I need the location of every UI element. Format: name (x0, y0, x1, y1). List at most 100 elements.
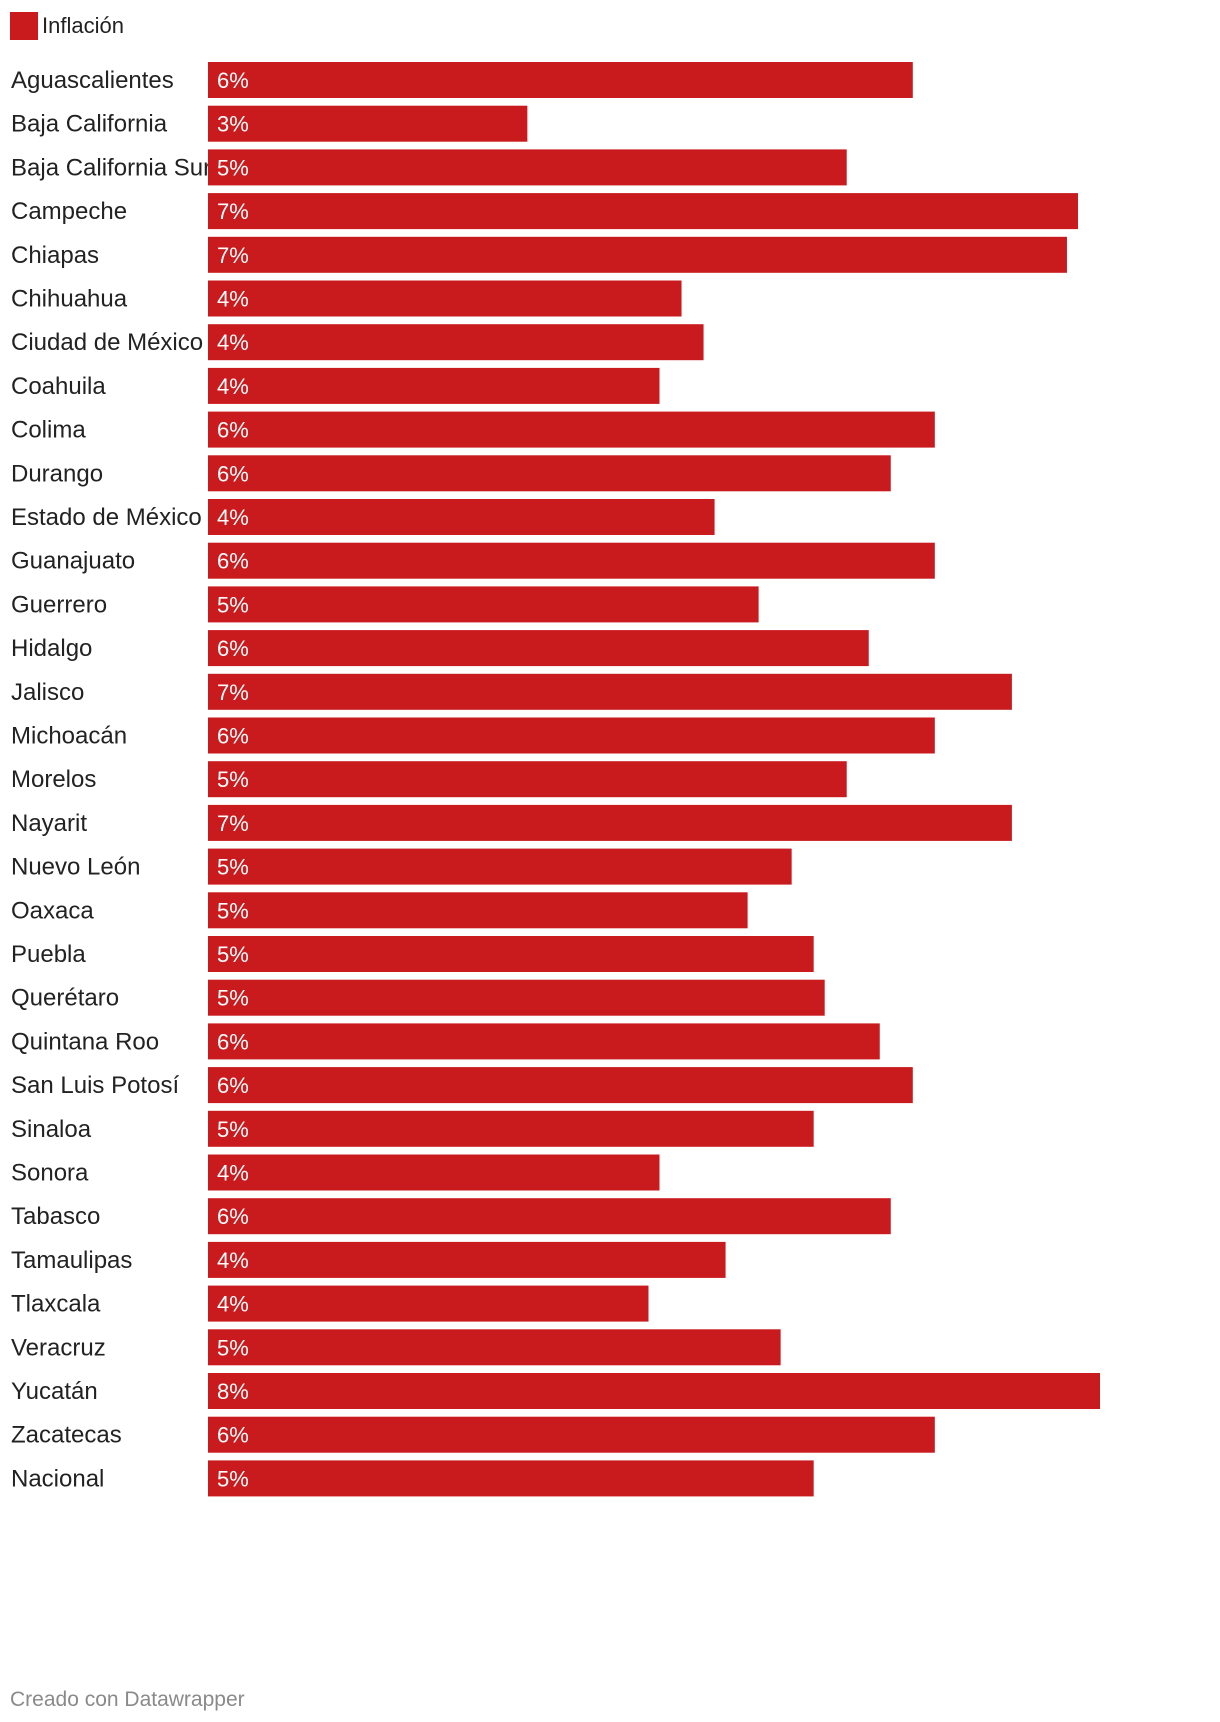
bar (208, 411, 935, 448)
value-label: 6% (217, 549, 249, 574)
bar-row: Aguascalientes 6% (11, 62, 913, 98)
value-label: 6% (217, 418, 249, 443)
value-label: 7% (217, 811, 249, 836)
category-label: Coahuila (11, 373, 106, 400)
bar (208, 1285, 649, 1322)
bar-row: Puebla 5% (11, 936, 814, 972)
category-label: Sinaloa (11, 1116, 92, 1143)
legend-label: Inflación (42, 13, 124, 38)
bar-row: Durango 6% (11, 455, 891, 492)
bar (208, 848, 792, 885)
category-label: Sonora (11, 1160, 89, 1187)
bar (208, 236, 1067, 273)
value-label: 5% (217, 898, 249, 923)
category-label: Veracruz (11, 1334, 106, 1361)
bar (208, 1067, 913, 1104)
category-label: Oaxaca (11, 897, 94, 924)
category-label: Nacional (11, 1465, 104, 1492)
bar-row: Nayarit 7% (11, 804, 1012, 841)
bar-row: Campeche 7% (11, 193, 1078, 230)
category-label: Tabasco (11, 1203, 100, 1230)
bar (208, 1023, 880, 1060)
footer-credit: Creado con Datawrapper (10, 1688, 245, 1711)
category-label: Aguascalientes (11, 67, 174, 94)
value-label: 6% (217, 1204, 249, 1229)
bar-row: Veracruz 5% (11, 1329, 781, 1366)
category-label: Quintana Roo (11, 1028, 159, 1055)
bar (208, 1329, 781, 1366)
bar-row: Tamaulipas 4% (11, 1241, 726, 1278)
category-label: Campeche (11, 198, 127, 225)
bar (208, 542, 935, 579)
value-label: 6% (217, 68, 249, 93)
category-label: Nuevo León (11, 854, 140, 881)
bar (208, 324, 704, 361)
bar-row: Guerrero 5% (11, 586, 759, 623)
value-label: 5% (217, 767, 249, 792)
value-label: 7% (217, 243, 249, 268)
bar-row: Guanajuato 6% (11, 542, 935, 579)
value-label: 4% (217, 1248, 249, 1273)
bar (208, 717, 935, 754)
bar-row: Quintana Roo 6% (11, 1023, 880, 1060)
category-label: Tlaxcala (11, 1291, 101, 1318)
category-label: Colima (11, 417, 86, 444)
value-label: 5% (217, 986, 249, 1011)
value-label: 4% (217, 374, 249, 399)
value-label: 4% (217, 287, 249, 312)
category-label: Baja California (11, 111, 168, 138)
bar-row: Chihuahua 4% (11, 280, 682, 317)
bar-row: Sonora 4% (11, 1154, 660, 1191)
bar (208, 149, 847, 186)
category-label: San Luis Potosí (11, 1072, 179, 1099)
legend-swatch (10, 12, 38, 40)
value-label: 7% (217, 199, 249, 224)
bar-row: Zacatecas 6% (11, 1416, 935, 1453)
bar-row: Ciudad de México 4% (11, 324, 704, 361)
value-label: 4% (217, 1292, 249, 1317)
bar-row: Yucatán 8% (11, 1373, 1100, 1409)
category-label: Yucatán (11, 1378, 98, 1405)
bar (208, 673, 1012, 710)
category-label: Guerrero (11, 591, 107, 618)
bar (208, 936, 814, 972)
bar (208, 1241, 726, 1278)
bar (208, 1416, 935, 1453)
value-label: 3% (217, 112, 249, 137)
value-label: 5% (217, 1335, 249, 1360)
bar (208, 1110, 814, 1147)
category-label: Michoacán (11, 723, 127, 750)
value-label: 4% (217, 330, 249, 355)
value-label: 6% (217, 1029, 249, 1054)
bar-chart: Aguascalientes 6%Baja California 3%Baja Ca… (11, 62, 1100, 1497)
category-label: Chihuahua (11, 286, 128, 313)
value-label: 5% (217, 155, 249, 180)
value-label: 8% (217, 1379, 249, 1404)
category-label: Puebla (11, 941, 86, 968)
bar (208, 455, 891, 492)
value-label: 6% (217, 461, 249, 486)
legend: Inflación (10, 12, 124, 40)
value-label: 6% (217, 636, 249, 661)
bar (208, 499, 715, 535)
bar (208, 193, 1078, 230)
bar-row: San Luis Potosí 6% (11, 1067, 913, 1104)
bar (208, 979, 825, 1016)
bar-row: Nuevo León 5% (11, 848, 792, 885)
bar (208, 1460, 814, 1497)
value-label: 6% (217, 724, 249, 749)
bar-row: Tlaxcala 4% (11, 1285, 649, 1322)
bar (208, 1154, 660, 1191)
category-label: Morelos (11, 766, 96, 793)
value-label: 5% (217, 942, 249, 967)
bar (208, 586, 759, 623)
bar-row: Hidalgo 6% (11, 630, 869, 667)
bar-row: Jalisco 7% (11, 673, 1012, 710)
bar-row: Sinaloa 5% (11, 1110, 814, 1147)
bar (208, 761, 847, 798)
bar (208, 62, 913, 98)
category-label: Guanajuato (11, 548, 135, 575)
bar-row: Morelos 5% (11, 761, 847, 798)
category-label: Tamaulipas (11, 1247, 132, 1274)
bar (208, 804, 1012, 841)
